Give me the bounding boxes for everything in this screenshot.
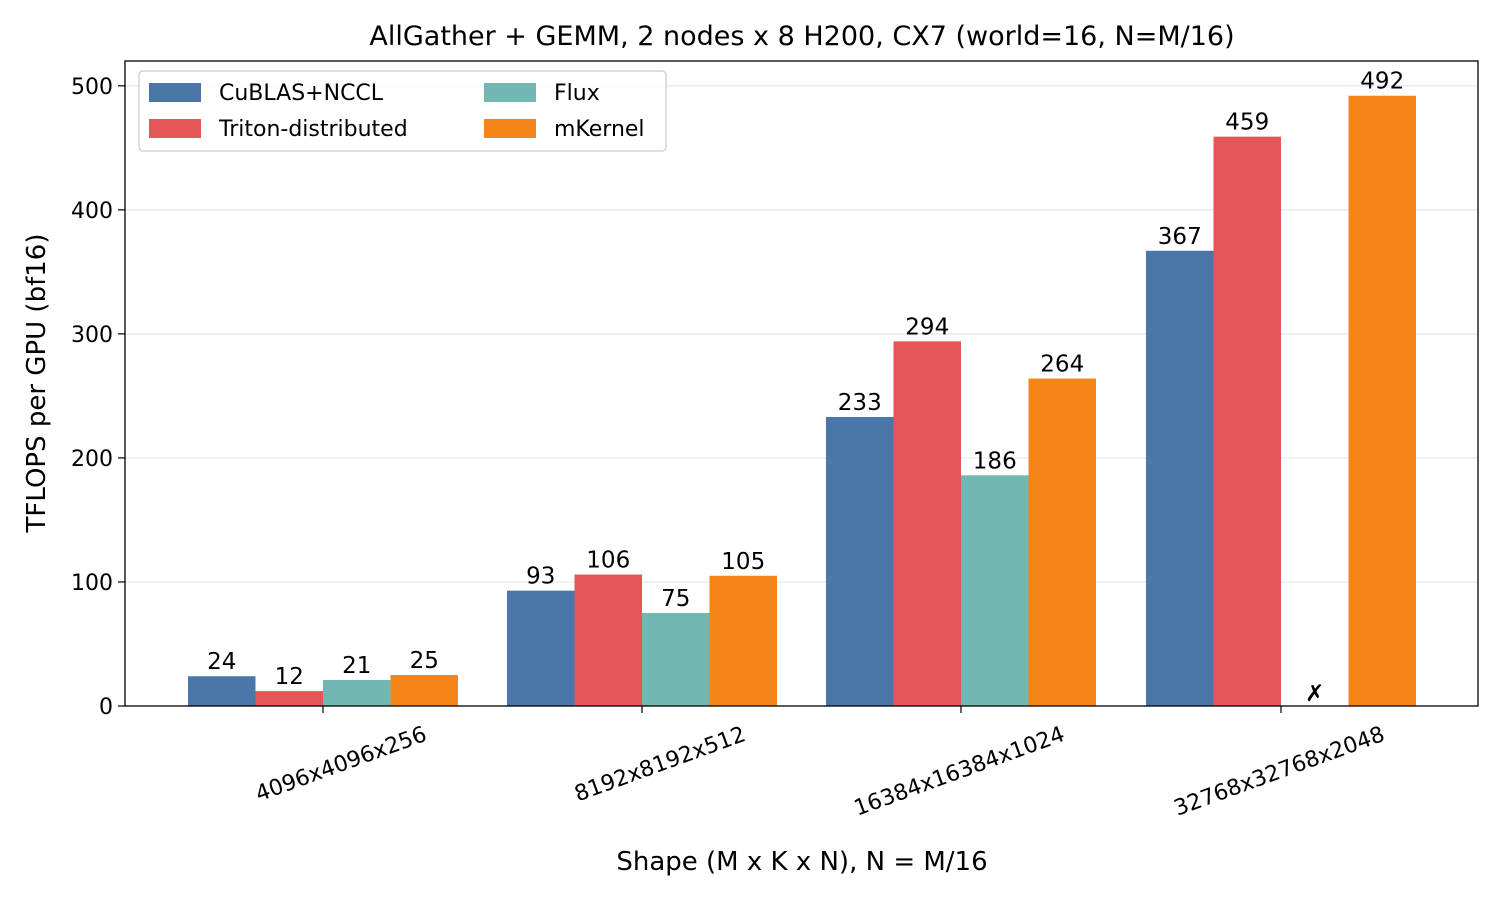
legend: CuBLAS+NCCL Triton-distributed Flux mKernel — [138, 70, 667, 152]
bar-value-label: 186 — [973, 448, 1017, 474]
bar-value-label: 294 — [905, 314, 949, 340]
legend-label: Triton-distributed — [218, 117, 408, 142]
legend-swatch — [149, 119, 201, 138]
legend-label: Flux — [554, 81, 600, 106]
bar-value-label: 12 — [275, 664, 304, 690]
bar-labels: 24 93 233 367 12 106 294 459 21 75 186 ✗ 25 105 264 492 — [207, 69, 1404, 707]
legend-swatch — [149, 83, 201, 102]
bar — [574, 574, 642, 706]
y-tick-label: 400 — [71, 199, 113, 224]
bar — [961, 475, 1029, 706]
chart-title: AllGather + GEMM, 2 nodes x 8 H200, CX7 … — [369, 21, 1234, 52]
bar-value-label: 264 — [1040, 352, 1084, 378]
bar — [1028, 378, 1096, 706]
legend-swatch — [484, 119, 536, 138]
y-axis: 0 100 200 300 400 500 — [71, 75, 125, 720]
bar-value-label: 24 — [207, 649, 236, 675]
legend-label: CuBLAS+NCCL — [219, 81, 384, 106]
bar-value-label: 93 — [526, 564, 555, 590]
y-tick-label: 500 — [71, 75, 113, 100]
bar — [709, 575, 777, 706]
y-tick-label: 200 — [71, 447, 113, 472]
bars — [188, 95, 1416, 707]
y-tick-label: 300 — [71, 323, 113, 348]
bar-value-label: 492 — [1360, 69, 1404, 95]
bar-value-label: 105 — [721, 549, 765, 575]
bar — [1213, 136, 1281, 707]
bar-value-label: 233 — [838, 390, 882, 416]
bar-value-label: 367 — [1158, 224, 1202, 250]
bar-value-label: 75 — [661, 586, 690, 612]
bar — [255, 691, 323, 706]
bar — [188, 676, 256, 706]
y-tick-label: 0 — [99, 695, 113, 720]
bar-value-label: 459 — [1225, 110, 1269, 136]
bar — [507, 590, 575, 706]
bar — [1146, 250, 1214, 706]
y-axis-title: TFLOPS per GPU (bf16) — [22, 234, 52, 534]
bar — [1348, 95, 1416, 706]
legend-swatch — [484, 83, 536, 102]
legend-label: mKernel — [554, 117, 645, 142]
bar — [642, 612, 710, 706]
y-tick-label: 100 — [71, 571, 113, 596]
bar-value-label: 21 — [342, 653, 371, 679]
failed-marker: ✗ — [1305, 681, 1324, 707]
bar — [826, 416, 894, 706]
bar-value-label: 106 — [586, 548, 630, 574]
x-axis-title: Shape (M x K x N), N = M/16 — [616, 847, 987, 877]
bar-value-label: 25 — [410, 648, 439, 674]
bar — [390, 674, 458, 706]
bar — [893, 341, 961, 706]
plot-frame — [124, 60, 1479, 707]
bar — [323, 679, 391, 706]
